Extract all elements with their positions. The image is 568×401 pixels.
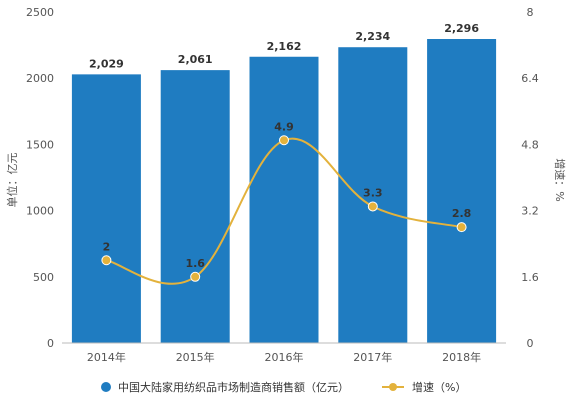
bar <box>249 56 319 344</box>
bar-value-label: 2,162 <box>267 40 302 53</box>
left-tick-label: 500 <box>33 271 54 284</box>
growth-value-label: 2.8 <box>452 207 472 220</box>
left-tick-label: 1000 <box>26 205 54 218</box>
right-tick-label: 8 <box>527 6 534 19</box>
bar <box>160 70 230 343</box>
x-tick-label: 2015年 <box>176 350 215 364</box>
bar-value-label: 2,296 <box>444 22 479 35</box>
line-series: 2 1.6 4.9 3.3 2.8 <box>101 120 472 285</box>
left-axis-ticks: 0 500 1000 1500 2000 2500 <box>26 6 54 350</box>
growth-point <box>279 135 289 146</box>
bar-value-label: 2,029 <box>89 57 124 70</box>
bar-series: 2,029 2,061 2,162 2,234 2,296 <box>71 22 497 344</box>
left-axis-title: 单位：亿元 <box>5 153 19 208</box>
right-tick-label: 4.8 <box>521 138 539 151</box>
left-tick-label: 0 <box>47 337 54 350</box>
right-tick-label: 1.6 <box>521 271 539 284</box>
x-tick-label: 2016年 <box>265 350 304 364</box>
growth-value-label: 3.3 <box>363 186 383 199</box>
x-tick-label: 2017年 <box>353 350 392 364</box>
growth-point <box>456 222 467 233</box>
bar <box>427 39 497 343</box>
legend: 中国大陆家用纺织品市场制造商销售额（亿元） 增速（%） <box>101 380 466 394</box>
growth-value-label: 4.9 <box>274 120 294 133</box>
legend-line-label: 增速（%） <box>412 380 466 394</box>
left-tick-label: 2000 <box>26 72 54 85</box>
legend-bar-marker <box>101 382 111 392</box>
left-tick-label: 1500 <box>26 138 54 151</box>
legend-bar-label: 中国大陆家用纺织品市场制造商销售额（亿元） <box>118 380 349 394</box>
right-tick-label: 0 <box>527 337 534 350</box>
right-axis-title: 增速：% <box>553 158 567 201</box>
x-tick-label: 2018年 <box>442 350 481 364</box>
growth-point <box>367 201 378 212</box>
right-tick-label: 3.2 <box>521 205 539 218</box>
bar-value-label: 2,061 <box>178 53 213 66</box>
growth-point <box>190 271 201 282</box>
bar <box>71 74 141 343</box>
right-tick-label: 6.4 <box>521 72 539 85</box>
x-axis-ticks: 2014年 2015年 2016年 2017年 2018年 <box>87 350 481 364</box>
growth-point <box>101 255 112 266</box>
growth-value-label: 1.6 <box>185 257 205 270</box>
left-tick-label: 2500 <box>26 6 54 19</box>
x-tick-label: 2014年 <box>87 350 126 364</box>
legend-line-marker <box>389 383 397 391</box>
bar <box>338 47 408 344</box>
bar-value-label: 2,234 <box>355 30 390 43</box>
right-axis-ticks: 0 1.6 3.2 4.8 6.4 8 <box>521 6 539 350</box>
growth-value-label: 2 <box>103 240 111 253</box>
